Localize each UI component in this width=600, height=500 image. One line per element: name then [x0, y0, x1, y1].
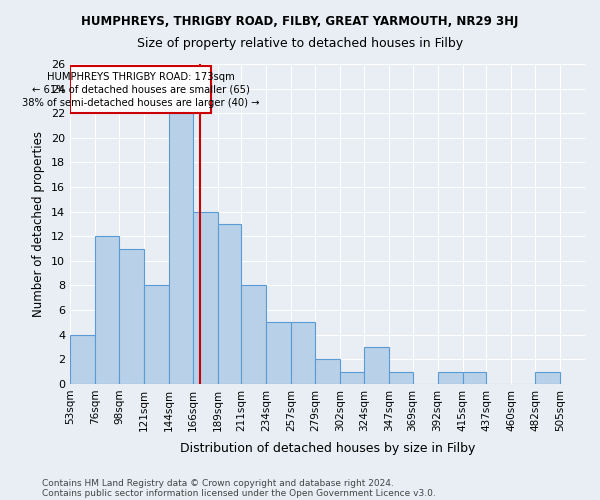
- Text: Contains HM Land Registry data © Crown copyright and database right 2024.: Contains HM Land Registry data © Crown c…: [42, 478, 394, 488]
- Bar: [144, 286, 169, 384]
- Bar: [95, 236, 119, 384]
- Text: HUMPHREYS, THRIGBY ROAD, FILBY, GREAT YARMOUTH, NR29 3HJ: HUMPHREYS, THRIGBY ROAD, FILBY, GREAT YA…: [82, 15, 518, 28]
- Text: ← 61% of detached houses are smaller (65): ← 61% of detached houses are smaller (65…: [32, 85, 250, 95]
- Bar: [241, 286, 266, 384]
- Bar: [218, 224, 241, 384]
- Bar: [169, 113, 193, 384]
- Bar: [364, 347, 389, 384]
- Text: 38% of semi-detached houses are larger (40) →: 38% of semi-detached houses are larger (…: [22, 98, 259, 108]
- Bar: [463, 372, 487, 384]
- X-axis label: Distribution of detached houses by size in Filby: Distribution of detached houses by size …: [180, 442, 475, 455]
- Bar: [315, 360, 340, 384]
- Text: Contains public sector information licensed under the Open Government Licence v3: Contains public sector information licen…: [42, 488, 436, 498]
- Bar: [535, 372, 560, 384]
- Bar: [437, 372, 463, 384]
- Bar: [340, 372, 364, 384]
- Bar: [389, 372, 413, 384]
- Text: Size of property relative to detached houses in Filby: Size of property relative to detached ho…: [137, 38, 463, 51]
- Text: HUMPHREYS THRIGBY ROAD: 173sqm: HUMPHREYS THRIGBY ROAD: 173sqm: [47, 72, 235, 82]
- Bar: [291, 322, 315, 384]
- Bar: [119, 248, 144, 384]
- Bar: [70, 334, 95, 384]
- Y-axis label: Number of detached properties: Number of detached properties: [32, 131, 46, 317]
- Bar: [266, 322, 291, 384]
- Bar: [193, 212, 218, 384]
- FancyBboxPatch shape: [70, 66, 211, 113]
